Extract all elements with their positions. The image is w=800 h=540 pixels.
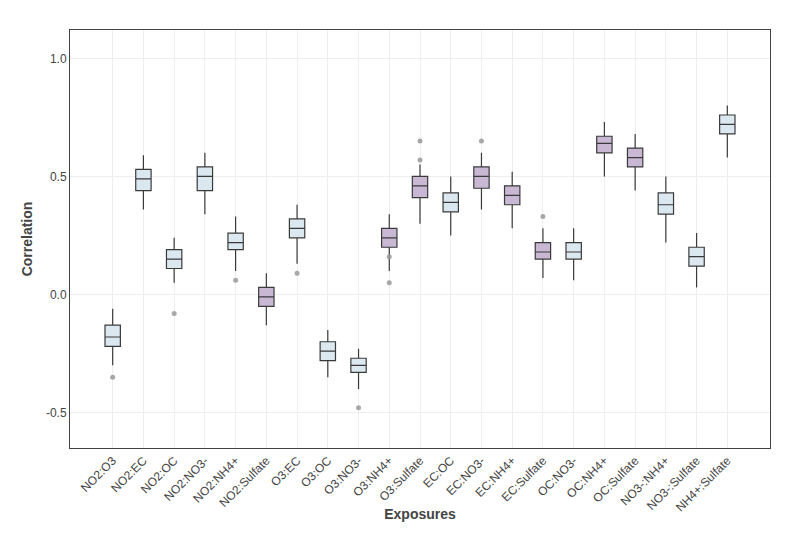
svg-text:O3:Sulfate: O3:Sulfate (376, 454, 426, 504)
svg-text:NO2:NH4+: NO2:NH4+ (190, 454, 242, 506)
svg-text:NO3-:NH4+: NO3-:NH4+ (618, 454, 672, 508)
svg-text:O3:EC: O3:EC (268, 454, 304, 490)
svg-text:O3:OC: O3:OC (298, 454, 335, 491)
svg-text:EC:NO3-: EC:NO3- (443, 454, 487, 498)
svg-text:EC:Sulfate: EC:Sulfate (499, 454, 550, 505)
svg-text:Correlation: Correlation (19, 202, 35, 277)
svg-text:NO2:NO3-: NO2:NO3- (161, 454, 211, 504)
svg-text:O3:NO3-: O3:NO3- (321, 454, 365, 498)
svg-text:NO2:EC: NO2:EC (108, 454, 150, 496)
svg-text:OC:NO3-: OC:NO3- (535, 454, 580, 499)
svg-text:NH4+:Sulfate: NH4+:Sulfate (673, 454, 734, 515)
svg-text:EC:OC: EC:OC (420, 454, 457, 491)
svg-text:0.5: 0.5 (50, 170, 67, 184)
svg-text:NO2:O3: NO2:O3 (78, 454, 119, 495)
svg-text:1.0: 1.0 (50, 52, 67, 66)
svg-text:0.0: 0.0 (50, 288, 67, 302)
svg-text:Exposures: Exposures (384, 506, 456, 522)
svg-text:OC:Sulfate: OC:Sulfate (590, 454, 642, 506)
svg-text:NO2:OC: NO2:OC (138, 454, 181, 497)
svg-text:OC:NH4+: OC:NH4+ (564, 454, 611, 501)
svg-text:NO2:Sulfate: NO2:Sulfate (217, 454, 273, 510)
svg-text:-0.5: -0.5 (46, 406, 67, 420)
svg-text:NO3-:Sulfate: NO3-:Sulfate (644, 454, 703, 513)
svg-text:EC:NH4+: EC:NH4+ (473, 454, 519, 500)
svg-text:O3:NH4+: O3:NH4+ (350, 454, 396, 500)
